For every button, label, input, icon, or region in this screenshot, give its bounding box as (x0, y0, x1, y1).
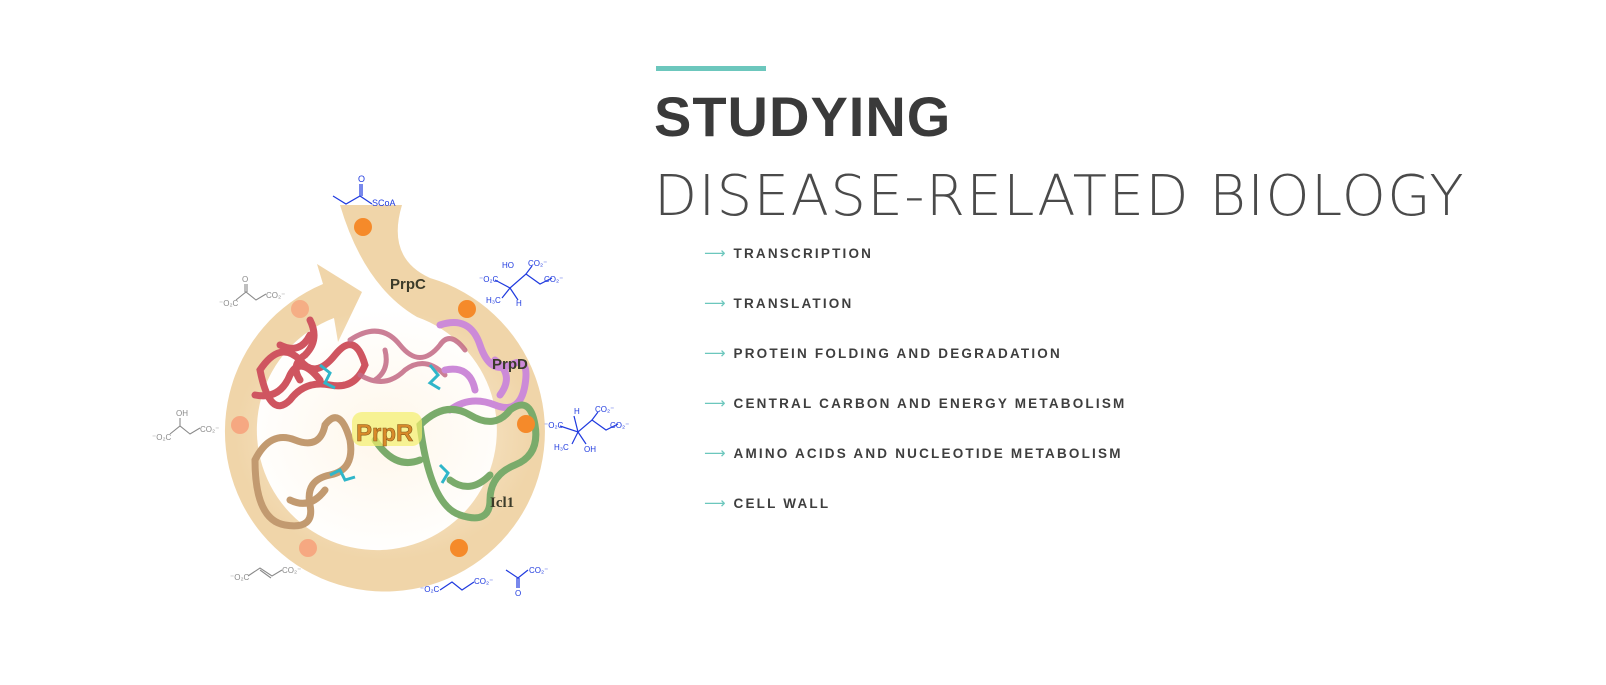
dot-7 (291, 300, 309, 318)
methylisocitrate-h: H (574, 407, 580, 416)
dot-2 (458, 300, 476, 318)
dot-1 (354, 218, 372, 236)
accent-bar (656, 66, 766, 71)
enzyme-label-prpd: PrpD (492, 356, 528, 373)
topic-label: CENTRAL CARBON AND ENERGY METABOLISM (734, 396, 1127, 412)
topic-translation: ⟶ TRANSLATION (704, 296, 1126, 346)
heading-light: DISEASE-RELATED BIOLOGY (654, 162, 1465, 232)
molecule-oxaloacetate (236, 284, 266, 300)
topic-cell-wall: ⟶ CELL WALL (704, 496, 1126, 546)
dot-6 (231, 416, 249, 434)
arrow-icon: ⟶ (704, 396, 726, 412)
dot-4 (450, 539, 468, 557)
propionyl-coa-o: O (358, 174, 365, 184)
methylcitrate-cycle-diagram: PrpC PrpD PrpR Icl1 O SCoA HO CO₂⁻ ⁻O₂C … (140, 160, 660, 630)
topic-transcription: ⟶ TRANSCRIPTION (704, 246, 1126, 296)
arrow-icon: ⟶ (704, 296, 726, 312)
methylcitrate-co2-top: CO₂⁻ (528, 259, 547, 268)
methylcitrate-co2-left: ⁻O₂C (479, 275, 499, 284)
molecule-fumarate (248, 568, 282, 578)
methylisocitrate-oh: OH (584, 445, 596, 454)
succinate-co2-right: CO₂⁻ (474, 577, 493, 586)
dot-3 (517, 415, 535, 433)
arrow-icon: ⟶ (704, 446, 726, 462)
methylisocitrate-co2-left: ⁻O₂C (544, 421, 564, 430)
topic-amino-acids: ⟶ AMINO ACIDS AND NUCLEOTIDE METABOLISM (704, 446, 1126, 496)
pyruvate-o: O (515, 589, 521, 598)
enzyme-label-prpc: PrpC (390, 276, 426, 293)
methylisocitrate-co2-right: CO₂⁻ (610, 421, 629, 430)
molecule-propionyl-coa (333, 184, 372, 204)
heading-bold: STUDYING (654, 82, 951, 152)
oxaloacetate-co2-left: ⁻O₂C (219, 299, 239, 308)
methylisocitrate-co2-top: CO₂⁻ (595, 405, 614, 414)
oxaloacetate-o: O (242, 275, 248, 284)
succinate-co2-left: ⁻O₂C (420, 585, 440, 594)
dot-5 (299, 539, 317, 557)
pyruvate-co2: CO₂⁻ (529, 566, 548, 575)
malate-oh: OH (176, 409, 188, 418)
fumarate-co2-left: ⁻O₂C (230, 573, 250, 582)
topic-label: CELL WALL (734, 496, 831, 512)
methylcitrate-h3c: H₃C (486, 296, 501, 305)
propionyl-coa-scoa: SCoA (372, 198, 396, 208)
topic-protein-folding: ⟶ PROTEIN FOLDING AND DEGRADATION (704, 346, 1126, 396)
topic-central-carbon: ⟶ CENTRAL CARBON AND ENERGY METABOLISM (704, 396, 1126, 446)
arrow-icon: ⟶ (704, 246, 726, 262)
topic-label: PROTEIN FOLDING AND DEGRADATION (734, 346, 1062, 362)
arrow-icon: ⟶ (704, 496, 726, 512)
molecule-malate (170, 418, 200, 434)
enzyme-label-prpr: PrpR (356, 420, 413, 447)
methylcitrate-h: H (516, 299, 522, 308)
methylcitrate-co2-right: CO₂⁻ (544, 275, 563, 284)
molecule-pyruvate (506, 570, 528, 588)
molecule-succinate (440, 582, 474, 590)
malate-co2-right: CO₂⁻ (200, 425, 219, 434)
topic-label: TRANSLATION (734, 296, 854, 312)
fumarate-co2-right: CO₂⁻ (282, 566, 301, 575)
methylcitrate-ho: HO (502, 261, 514, 270)
methylisocitrate-h3c: H₃C (554, 443, 569, 452)
topics-list: ⟶ TRANSCRIPTION ⟶ TRANSLATION ⟶ PROTEIN … (704, 246, 1126, 546)
arrow-icon: ⟶ (704, 346, 726, 362)
enzyme-label-icl1: Icl1 (490, 495, 514, 511)
malate-co2-left: ⁻O₂C (152, 433, 172, 442)
oxaloacetate-co2-right: CO₂⁻ (266, 291, 285, 300)
topic-label: TRANSCRIPTION (734, 246, 874, 262)
topic-label: AMINO ACIDS AND NUCLEOTIDE METABOLISM (734, 446, 1123, 462)
